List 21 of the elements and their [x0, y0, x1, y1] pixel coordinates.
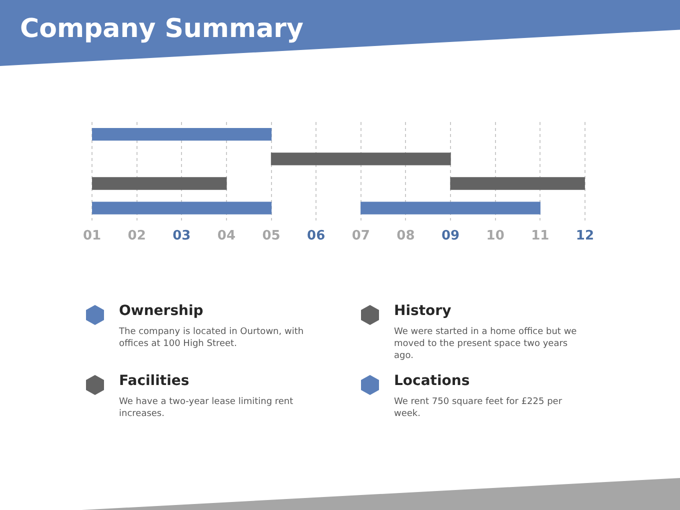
x-tick-label: 12 [576, 228, 594, 244]
x-tick-label: 08 [396, 228, 415, 244]
x-tick-label: 03 [172, 228, 191, 244]
text: History [394, 303, 452, 319]
text: Locations [394, 373, 470, 389]
text: The company is located in Ourtown, with offices at 100 High Street. [119, 326, 305, 350]
chart-title: Company Summary [20, 14, 304, 44]
x-tick-label: 09 [441, 228, 460, 244]
x-tick-label: 01 [82, 228, 102, 244]
text: We were started in a home office but we moved to the present space two years ago. [394, 326, 578, 362]
x-tick-label: 02 [128, 228, 146, 244]
x-tick-label: 07 [352, 228, 370, 244]
x-tick-label: 10 [486, 228, 504, 244]
text: We rent 750 square feet for £225 per week. [394, 396, 564, 420]
x-tick-label: 04 [217, 228, 236, 244]
x-tick-label: 05 [262, 228, 280, 244]
x-tick-label: 06 [307, 228, 326, 244]
x-tick-label: 11 [531, 228, 550, 244]
text: We have a two-year lease limiting rent increases. [119, 396, 294, 420]
text: Facilities [119, 373, 190, 389]
text: Ownership [119, 303, 204, 319]
